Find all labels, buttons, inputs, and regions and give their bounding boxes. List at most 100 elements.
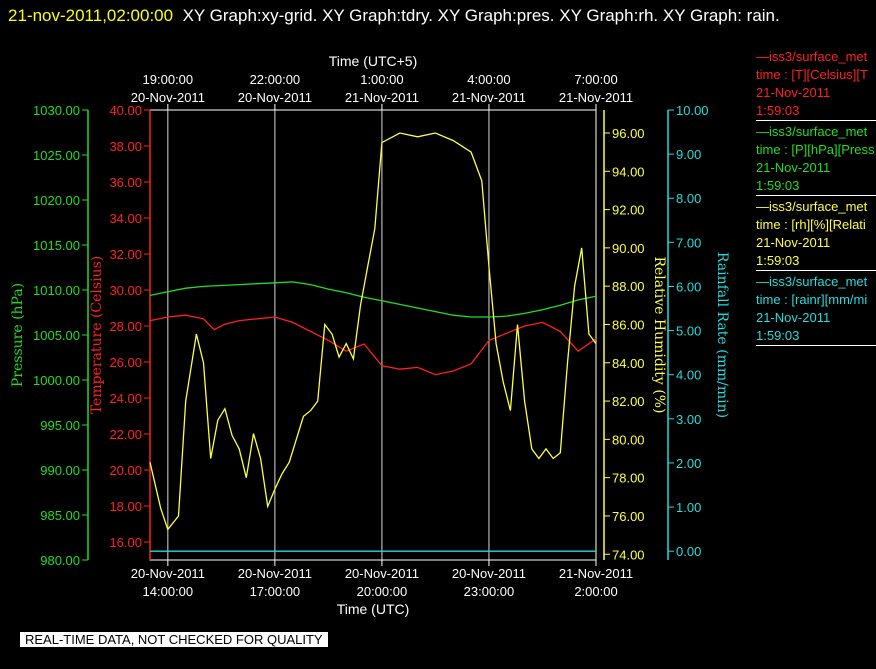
x-tick-label-date: 20-Nov-2011 xyxy=(238,566,312,581)
title-datetime: 21-nov-2011,02:00:00 xyxy=(8,6,174,25)
temp-tick-label: 30.00 xyxy=(109,283,142,298)
legend-entry-text: 21-Nov-2011 xyxy=(756,235,831,250)
legend-panel: —iss3/surface_met time : [T][Celsius][T 21… xyxy=(756,48,876,348)
legend-entry-text: 21-Nov-2011 xyxy=(756,160,831,175)
temp-tick-label: 38.00 xyxy=(109,139,142,154)
rain-tick-label: 1.00 xyxy=(676,500,701,515)
rain-tick-label: 2.00 xyxy=(676,456,701,471)
x-top-tick-label-date: 20-Nov-2011 xyxy=(131,90,205,105)
rain-tick-label: 10.00 xyxy=(676,103,709,118)
rh-tick-label: 82.00 xyxy=(612,394,645,409)
x-tick-label-time: 2:00:00 xyxy=(574,584,617,599)
pres-tick-label: 1010.00 xyxy=(33,283,80,298)
pres-tick-label: 1015.00 xyxy=(33,238,80,253)
x-top-tick-label-time: 22:00:00 xyxy=(250,72,301,87)
x-tick-label-time: 17:00:00 xyxy=(250,584,301,599)
rh-tick-label: 76.00 xyxy=(612,509,645,524)
rain-tick-label: 7.00 xyxy=(676,235,701,250)
temp-axis-label: Temperature (Celsius) xyxy=(89,256,105,414)
rain-tick-label: 5.00 xyxy=(676,324,701,339)
rain-tick-label: 3.00 xyxy=(676,412,701,427)
plot-frame xyxy=(149,109,597,561)
rain-tick-label: 4.00 xyxy=(676,368,701,383)
x-tick-label-date: 21-Nov-2011 xyxy=(559,566,633,581)
series-rh-line xyxy=(149,132,597,531)
rh-tick-label: 92.00 xyxy=(612,203,645,218)
rh-tick-label: 90.00 xyxy=(612,241,645,256)
rh-tick-label: 84.00 xyxy=(612,356,645,371)
rain-tick-label: 6.00 xyxy=(676,279,701,294)
temp-tick-label: 24.00 xyxy=(109,391,142,406)
title-graph-list: XY Graph:xy-grid. XY Graph:tdry. XY Grap… xyxy=(182,6,780,25)
pres-tick-label: 995.00 xyxy=(40,418,80,433)
x-top-tick-label-date: 20-Nov-2011 xyxy=(238,90,312,105)
legend-entry-text: —iss3/surface_met xyxy=(756,274,868,289)
x-tick-label-time: 14:00:00 xyxy=(143,584,194,599)
x-tick-label-date: 20-Nov-2011 xyxy=(345,566,419,581)
pres-tick-label: 1005.00 xyxy=(33,328,80,343)
series-T-line xyxy=(149,314,597,376)
legend-entry-text: 1:59:03 xyxy=(756,178,800,193)
temp-tick-label: 16.00 xyxy=(109,535,142,550)
rain-tick-label: 8.00 xyxy=(676,191,701,206)
rain-tick-label: 9.00 xyxy=(676,147,701,162)
series-P-line xyxy=(149,281,597,318)
x-top-tick-label-time: 19:00:00 xyxy=(143,72,194,87)
x-tick-label-time: 23:00:00 xyxy=(464,584,515,599)
pres-tick-label: 1020.00 xyxy=(33,193,80,208)
legend-entry-text: —iss3/surface_met xyxy=(756,199,868,214)
temp-tick-label: 36.00 xyxy=(109,175,142,190)
x-top-tick-label-date: 21-Nov-2011 xyxy=(345,90,419,105)
legend-entry-text: 21-Nov-2011 xyxy=(756,85,831,100)
rh-tick-label: 78.00 xyxy=(612,471,645,486)
pres-axis-label: Pressure (hPa) xyxy=(10,283,26,387)
x-axis-label-top: Time (UTC+5) xyxy=(329,53,418,69)
temp-tick-label: 18.00 xyxy=(109,499,142,514)
x-top-tick-label-date: 21-Nov-2011 xyxy=(559,90,633,105)
legend-entry-text: time : [rainr][mm/mi xyxy=(756,292,868,307)
rain-axis-label: Rainfall Rate (mm/min) xyxy=(714,252,730,418)
rh-tick-label: 96.00 xyxy=(612,126,645,141)
x-tick-label-date: 20-Nov-2011 xyxy=(131,566,205,581)
legend-entry-text: 1:59:03 xyxy=(756,103,800,118)
rh-tick-label: 80.00 xyxy=(612,432,645,447)
legend-entry-text: 1:59:03 xyxy=(756,328,800,343)
legend-entry-text: time : [P][hPa][Press xyxy=(756,142,875,157)
pres-tick-label: 985.00 xyxy=(40,508,80,523)
x-axis-label-bottom: Time (UTC) xyxy=(337,601,410,617)
legend-entry-text: time : [T][Celsius][T xyxy=(756,67,868,82)
temp-tick-label: 40.00 xyxy=(109,103,142,118)
pres-tick-label: 1030.00 xyxy=(33,103,80,118)
rain-tick-label: 0.00 xyxy=(676,544,701,559)
legend-entry-text: 21-Nov-2011 xyxy=(756,310,831,325)
x-tick-label-time: 20:00:00 xyxy=(357,584,408,599)
pres-tick-label: 1025.00 xyxy=(33,148,80,163)
rh-tick-label: 94.00 xyxy=(612,164,645,179)
legend-entry-text: —iss3/surface_met xyxy=(756,124,868,139)
pres-tick-label: 1000.00 xyxy=(33,373,80,388)
rh-axis-label: Relative Humidity (%) xyxy=(651,256,667,413)
rh-tick-label: 86.00 xyxy=(612,317,645,332)
temp-tick-label: 22.00 xyxy=(109,427,142,442)
rh-tick-label: 74.00 xyxy=(612,547,645,562)
rh-tick-label: 88.00 xyxy=(612,279,645,294)
x-top-tick-label-date: 21-Nov-2011 xyxy=(452,90,526,105)
legend-entry-text: 1:59:03 xyxy=(756,253,800,268)
x-top-tick-label-time: 7:00:00 xyxy=(574,72,617,87)
legend-entry-text: —iss3/surface_met xyxy=(756,49,868,64)
legend-entry-text: time : [rh][%][Relati xyxy=(756,217,866,232)
graph-title: 21-nov-2011,02:00:00 XY Graph:xy-grid. X… xyxy=(8,2,868,30)
temp-tick-label: 32.00 xyxy=(109,247,142,262)
temp-tick-label: 26.00 xyxy=(109,355,142,370)
x-top-tick-label-time: 1:00:00 xyxy=(360,72,403,87)
x-top-tick-label-time: 4:00:00 xyxy=(467,72,510,87)
temp-tick-label: 28.00 xyxy=(109,319,142,334)
pres-tick-label: 990.00 xyxy=(40,463,80,478)
temp-tick-label: 34.00 xyxy=(109,211,142,226)
quality-warning-label: REAL-TIME DATA, NOT CHECKED FOR QUALITY xyxy=(20,632,328,647)
